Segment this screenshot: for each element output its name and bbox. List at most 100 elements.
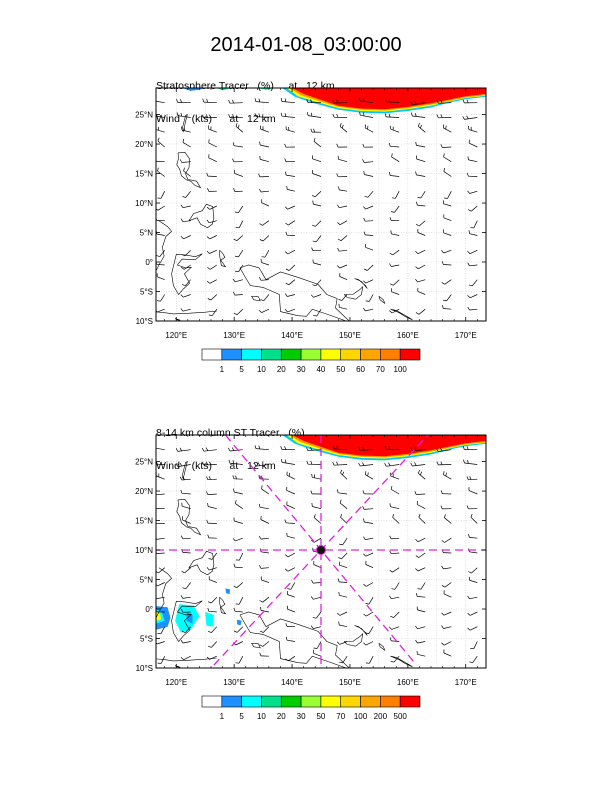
wind-barb-shaft xyxy=(342,656,348,664)
wind-barb-flag xyxy=(363,553,367,557)
wind-barb-flag xyxy=(338,186,340,190)
wind-barb xyxy=(359,97,374,104)
wind-barb-flag xyxy=(358,446,361,451)
colorbar-label: 10 xyxy=(257,365,266,374)
wind-barb xyxy=(235,220,244,229)
wind-barb-shaft xyxy=(229,462,243,465)
wind-barb-flag xyxy=(285,231,288,236)
wind-barb xyxy=(254,445,269,451)
coastline xyxy=(251,642,261,649)
wind-barb-shaft xyxy=(312,173,322,177)
wind-barb-flag xyxy=(337,222,341,225)
wind-barb xyxy=(206,519,217,524)
wind-barb-shaft xyxy=(207,478,217,481)
wind-barb xyxy=(157,137,165,148)
wind-barb-flag xyxy=(254,445,257,449)
wind-barb-shaft xyxy=(360,114,374,118)
wind-barb-shaft xyxy=(339,502,348,509)
wind-barb xyxy=(469,655,478,664)
wind-barb-flag xyxy=(232,475,235,479)
wind-barb-shaft xyxy=(471,567,478,574)
wind-barb xyxy=(467,626,478,631)
wind-barb-shaft xyxy=(339,581,348,583)
lon-label: 170°E xyxy=(455,331,477,340)
wind-barb-flag xyxy=(206,219,210,224)
coastline xyxy=(354,625,368,636)
wind-barb-flag xyxy=(466,505,469,509)
wind-barb-flag xyxy=(415,568,419,572)
wind-barb-flag xyxy=(416,201,418,206)
wind-barb xyxy=(306,447,322,452)
colorbar-label: 60 xyxy=(356,365,365,374)
wind-barb-shaft xyxy=(368,597,374,605)
wind-barb-shaft xyxy=(313,294,322,298)
panel1-label-line1: Stratosphere Tracer (%) at 12 km xyxy=(156,80,335,92)
wind-barb-shaft xyxy=(368,294,374,302)
wind-barb-shaft xyxy=(203,464,217,466)
wind-barb-flag xyxy=(391,153,393,157)
wind-barb-flag xyxy=(233,188,236,192)
wind-barb-shaft xyxy=(386,464,400,467)
wind-barb-flag xyxy=(436,461,439,466)
panel2-colorbar: 1 5 10 20 30 50 70 100 200 500 xyxy=(201,695,421,721)
wind-barb xyxy=(311,502,322,510)
wind-barb xyxy=(310,596,322,600)
wind-barb-shaft xyxy=(368,626,374,634)
wind-barb-flag xyxy=(415,312,420,315)
wind-barb xyxy=(180,489,191,495)
wind-barb-flag xyxy=(156,523,157,524)
wind-barb-flag xyxy=(389,310,393,314)
wind-barb xyxy=(443,229,452,236)
wind-barb-flag xyxy=(467,262,470,266)
wind-barb-flag xyxy=(260,299,264,302)
wind-barb xyxy=(206,567,217,571)
wind-barb-shaft xyxy=(156,100,165,104)
wind-barb-flag xyxy=(389,569,393,573)
lat-label: 15°N xyxy=(135,170,153,179)
wind-barb xyxy=(415,593,426,598)
panel2-map: 25°N 20°N 15°N 10°N 5°N 0° 5°S 10°S 120°E 130°E 14… xyxy=(135,434,487,687)
wind-barb-flag xyxy=(462,116,465,120)
wind-barb-shaft xyxy=(446,294,452,302)
wind-barb-flag xyxy=(337,204,340,208)
wind-barb-flag xyxy=(445,472,447,477)
wind-barb-shaft xyxy=(412,115,426,118)
wind-barb-shaft xyxy=(203,449,217,452)
lat-label: 10°S xyxy=(136,317,153,326)
wind-barb xyxy=(260,294,270,302)
wind-barb-flag xyxy=(234,255,239,258)
wind-barb-shaft xyxy=(365,308,374,312)
wind-barb xyxy=(443,294,452,302)
wind-barb xyxy=(234,250,244,258)
wind-barb-shaft xyxy=(468,478,478,481)
wind-barb-flag xyxy=(237,124,240,129)
wind-barb-flag xyxy=(338,557,342,560)
wind-barb-shaft xyxy=(261,579,270,583)
wind-barb-shaft xyxy=(156,129,165,133)
wind-barb xyxy=(261,199,270,207)
wind-barb-flag xyxy=(208,558,213,560)
wind-barb-flag xyxy=(284,113,287,117)
wind-barb-shaft xyxy=(443,567,452,570)
wind-barb-shaft xyxy=(209,655,217,660)
wind-barb-flag xyxy=(233,630,238,633)
wind-barb-flag xyxy=(179,462,183,467)
wind-barb-shaft xyxy=(392,517,400,524)
wind-barb xyxy=(339,122,348,133)
wind-barb xyxy=(259,188,269,193)
wind-barb-flag xyxy=(337,612,341,616)
wind-barb-flag xyxy=(280,446,283,450)
wind-barb-flag xyxy=(362,98,365,102)
wind-barb-shaft xyxy=(469,190,478,194)
wind-barb xyxy=(363,611,374,617)
wind-barb-shaft xyxy=(182,205,191,209)
wind-barb-shaft xyxy=(287,594,296,598)
wind-barb-shaft xyxy=(307,449,322,452)
wind-barb xyxy=(363,518,374,524)
wind-barb xyxy=(259,641,270,647)
wind-barb-shaft xyxy=(209,579,217,583)
wind-barb xyxy=(363,205,374,210)
wind-barb xyxy=(365,560,374,569)
wind-barb xyxy=(285,264,296,271)
wind-barb-shaft xyxy=(182,519,191,524)
